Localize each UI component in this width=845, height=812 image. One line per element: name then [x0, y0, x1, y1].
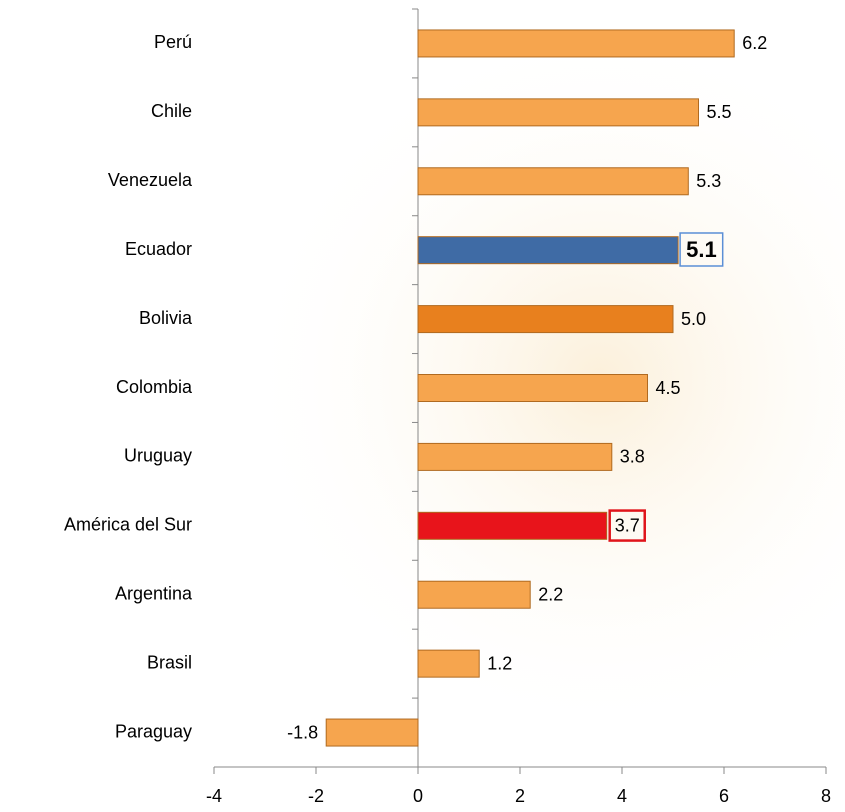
value-label: 3.7	[615, 516, 640, 536]
bar	[418, 168, 688, 195]
y-tick-label: Uruguay	[124, 446, 192, 466]
x-tick-label: -2	[308, 786, 324, 806]
value-label: -1.8	[287, 722, 318, 742]
bar	[418, 443, 612, 470]
value-label: 6.2	[742, 33, 767, 53]
y-tick-label: Argentina	[115, 583, 193, 603]
value-label: 5.0	[681, 309, 706, 329]
value-label: 1.2	[487, 653, 512, 673]
value-label: 5.5	[707, 102, 732, 122]
value-label: 4.5	[656, 378, 681, 398]
bar	[418, 375, 648, 402]
bar	[418, 30, 734, 57]
x-tick-label: 4	[617, 786, 627, 806]
x-tick-label: -4	[206, 786, 222, 806]
y-tick-label: Ecuador	[125, 239, 192, 259]
x-tick-label: 2	[515, 786, 525, 806]
y-tick-label: Brasil	[147, 652, 192, 672]
bar	[418, 650, 479, 677]
value-label: 2.2	[538, 584, 563, 604]
bar	[418, 306, 673, 333]
y-tick-label: Chile	[151, 101, 192, 121]
bar	[326, 719, 418, 746]
x-tick-label: 8	[821, 786, 831, 806]
y-tick-label: Venezuela	[108, 170, 193, 190]
value-label: 5.1	[686, 237, 717, 262]
x-tick-label: 6	[719, 786, 729, 806]
bar	[418, 99, 699, 126]
chart: -4 -2 0 2 4 6 8 Perú 6.2 Chile 5.5 Venezuela 5.3 Ecua…	[0, 0, 845, 812]
y-tick-label: América del Sur	[64, 515, 192, 535]
bar	[418, 512, 607, 539]
x-tick-label: 0	[413, 786, 423, 806]
y-tick-label: Perú	[154, 32, 192, 52]
value-label: 5.3	[696, 171, 721, 191]
y-tick-label: Bolivia	[139, 308, 193, 328]
y-tick-label: Colombia	[116, 377, 193, 397]
value-label: 3.8	[620, 447, 645, 467]
bar	[418, 581, 530, 608]
y-tick-label: Paraguay	[115, 721, 192, 741]
bar	[418, 237, 678, 264]
